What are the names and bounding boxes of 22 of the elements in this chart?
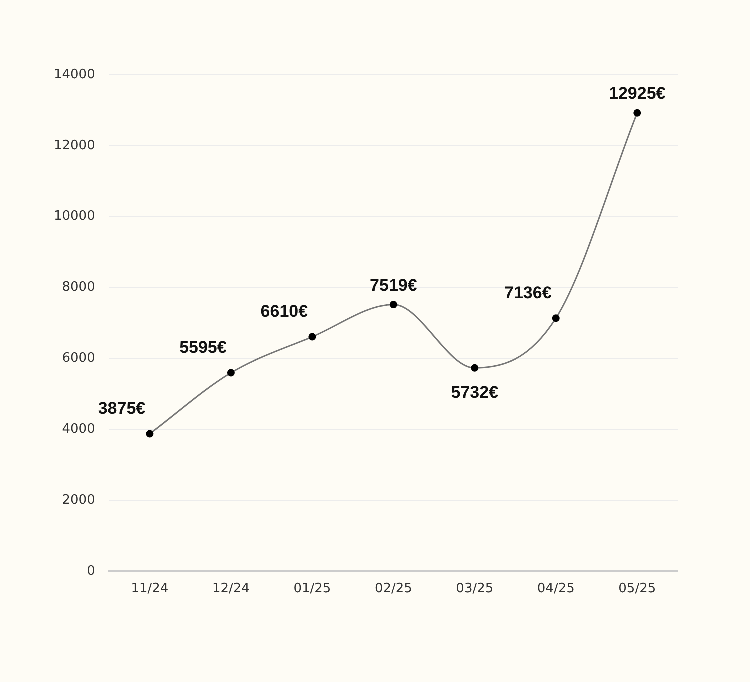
- y-tick-label: 4000: [62, 422, 96, 437]
- x-tick-label: 11/24: [131, 582, 169, 597]
- x-tick-label: 05/25: [618, 582, 656, 597]
- x-tick-label: 03/25: [456, 582, 494, 597]
- data-label: 6610€: [260, 302, 309, 322]
- data-label: 7136€: [504, 283, 552, 302]
- data-label: 5595€: [180, 338, 228, 358]
- y-tick-label: 2000: [62, 492, 96, 508]
- y-tick-label: 14000: [54, 67, 96, 82]
- y-tick-label: 6000: [62, 351, 96, 366]
- x-tick-label: 12/24: [212, 582, 250, 597]
- data-label: 12925€: [609, 84, 666, 104]
- y-tick-label: 12000: [54, 138, 96, 154]
- data-label: 5732€: [451, 383, 500, 402]
- x-tick-label: 02/25: [374, 582, 412, 597]
- y-tick-label: 8000: [62, 280, 96, 296]
- x-tick-label: 04/25: [537, 582, 575, 597]
- y-tick-label: 0: [87, 564, 96, 579]
- x-tick-label: 01/25: [294, 582, 332, 597]
- y-tick-label: 10000: [54, 209, 96, 224]
- data-label: 3875€: [98, 399, 146, 418]
- data-label: 7519€: [370, 276, 418, 295]
